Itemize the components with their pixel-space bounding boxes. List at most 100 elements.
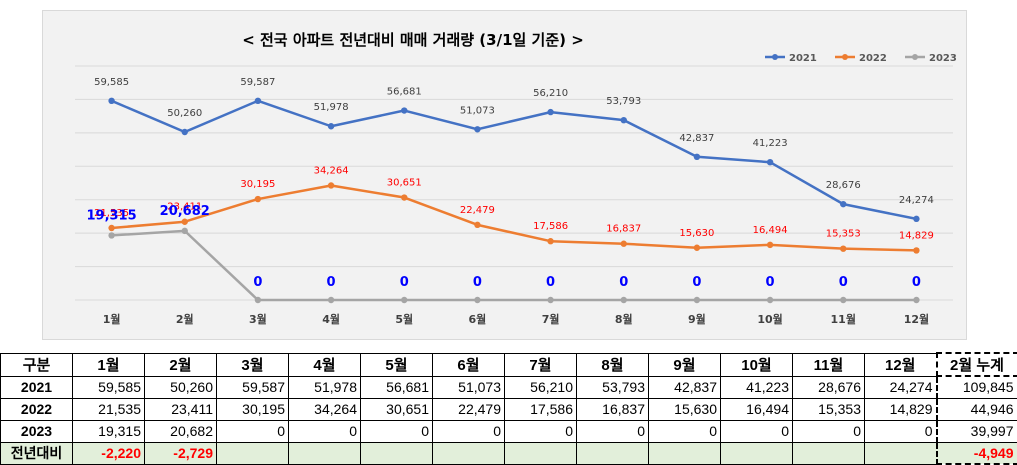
data-label: 41,223 — [753, 138, 788, 149]
data-point — [254, 296, 262, 304]
data-label: 59,585 — [94, 77, 129, 88]
data-point — [108, 232, 115, 239]
data-point — [840, 200, 847, 208]
table-cell: 0 — [504, 419, 577, 443]
data-point — [474, 126, 481, 133]
data-label: 34,264 — [314, 165, 349, 176]
series-line-2023 — [111, 229, 917, 302]
series-line-2021 — [111, 99, 917, 221]
chart-title: < 전국 아파트 전년대비 매매 거래량 (3/1일 기준) > — [242, 31, 584, 49]
legend: 2021 2022 2023 — [765, 53, 957, 64]
x-tick-label: 10월 — [757, 312, 782, 326]
table-cell: 44,946 — [935, 397, 1017, 421]
table-cell — [216, 441, 289, 465]
table-cell: 56,210 — [504, 375, 577, 399]
data-table: 구분 1월 2월 3월 4월 5월 6월 7월 8월 9월 10월 11월 12월 2월 누계 2021 5… — [0, 352, 1017, 465]
data-label: 20,682 — [160, 204, 210, 219]
table-cell: 50,260 — [144, 375, 217, 399]
x-tick-label: 1월 — [103, 312, 121, 326]
series-line-2022 — [111, 184, 917, 252]
data-label: 0 — [253, 275, 262, 290]
table-cell: 42,837 — [648, 375, 721, 399]
data-point — [693, 244, 701, 251]
column-header: 12월 — [864, 352, 937, 377]
table-cell: 59,587 — [216, 375, 289, 399]
data-label: 0 — [546, 275, 555, 290]
data-point — [840, 296, 847, 304]
data-label: 16,837 — [606, 224, 641, 235]
data-label: 15,630 — [679, 228, 714, 239]
data-point — [401, 107, 408, 114]
table-row: 2023 19,315 20,682 0 0 0 0 0 0 0 0 0 0 39,997 — [0, 419, 1017, 443]
table-row: 2021 59,585 50,260 59,587 51,978 56,681 51,073… — [0, 375, 1017, 399]
table-cell: 51,073 — [432, 375, 505, 399]
table-cell: 39,997 — [935, 419, 1017, 443]
data-label: 53,793 — [606, 96, 641, 107]
column-header: 6월 — [432, 352, 505, 377]
row-label: 2023 — [0, 419, 73, 443]
data-label: 51,978 — [314, 102, 349, 113]
table-cell: 51,978 — [288, 375, 361, 399]
column-header: 1월 — [72, 352, 145, 377]
table-cell: 21,535 — [72, 397, 145, 421]
data-label: 0 — [912, 275, 921, 290]
data-point — [620, 116, 627, 124]
data-point — [766, 158, 774, 166]
column-header: 2월 누계 — [935, 352, 1017, 377]
data-point — [766, 296, 774, 304]
table-cell — [864, 441, 937, 465]
data-label: 24,274 — [899, 195, 934, 206]
column-header: 8월 — [576, 352, 649, 377]
data-label: 30,651 — [387, 178, 422, 189]
data-label: 19,315 — [86, 208, 136, 223]
header-category: 구분 — [0, 352, 73, 377]
table-cell — [504, 441, 577, 465]
data-label: 0 — [692, 275, 701, 290]
legend-label: 2022 — [859, 53, 887, 64]
table-cell: 19,315 — [72, 419, 145, 443]
column-header: 3월 — [216, 352, 289, 377]
column-header: 4월 — [288, 352, 361, 377]
data-label: 23,411 — [167, 202, 202, 213]
row-label: 2021 — [0, 375, 73, 399]
data-label: 56,681 — [387, 87, 422, 98]
table-cell: 30,651 — [360, 397, 433, 421]
x-tick-label: 5월 — [395, 312, 413, 326]
data-point — [547, 238, 554, 245]
x-tick-label: 7월 — [542, 312, 560, 326]
table-cell: 41,223 — [720, 375, 793, 399]
data-point — [913, 247, 920, 254]
data-label: 15,353 — [826, 229, 861, 240]
x-axis: 1월 2월 3월 4월 5월 6월 7월 8월 9월 10월 11월 12월 — [103, 312, 929, 326]
table-cell: 15,353 — [792, 397, 865, 421]
x-tick-label: 9월 — [688, 312, 706, 326]
data-point — [254, 195, 262, 203]
column-header: 2월 — [144, 352, 217, 377]
legend-label: 2023 — [929, 53, 957, 64]
table-row: 2022 21,535 23,411 30,195 34,264 30,651 22,479… — [0, 397, 1017, 421]
column-header: 10월 — [720, 352, 793, 377]
data-point — [327, 296, 335, 304]
data-label: 0 — [619, 275, 628, 290]
table-cell — [648, 441, 721, 465]
table-cell: 17,586 — [504, 397, 577, 421]
data-point — [181, 128, 188, 136]
table-cell: 0 — [432, 419, 505, 443]
data-point — [766, 241, 774, 249]
data-point — [401, 194, 408, 201]
table-cell: 0 — [864, 419, 937, 443]
table-cell: 28,676 — [792, 375, 865, 399]
data-point — [108, 224, 115, 232]
data-labels: 59,585 50,260 59,587 51,978 56,681 51,073 56,2… — [86, 77, 933, 290]
table-cell: 0 — [288, 419, 361, 443]
row-label: 2022 — [0, 397, 73, 421]
line-chart: < 전국 아파트 전년대비 매매 거래량 (3/1일 기준) > 59,585 5… — [75, 31, 957, 326]
data-label: 30,195 — [240, 179, 275, 190]
table-cell: 0 — [216, 419, 289, 443]
table-cell: 0 — [360, 419, 433, 443]
column-header: 11월 — [792, 352, 865, 377]
table-header-row: 구분 1월 2월 3월 4월 5월 6월 7월 8월 9월 10월 11월 12월 2월 누계 — [0, 352, 1017, 377]
grid-lines — [75, 65, 953, 301]
data-label: 14,829 — [899, 230, 934, 241]
table-cell: 53,793 — [576, 375, 649, 399]
